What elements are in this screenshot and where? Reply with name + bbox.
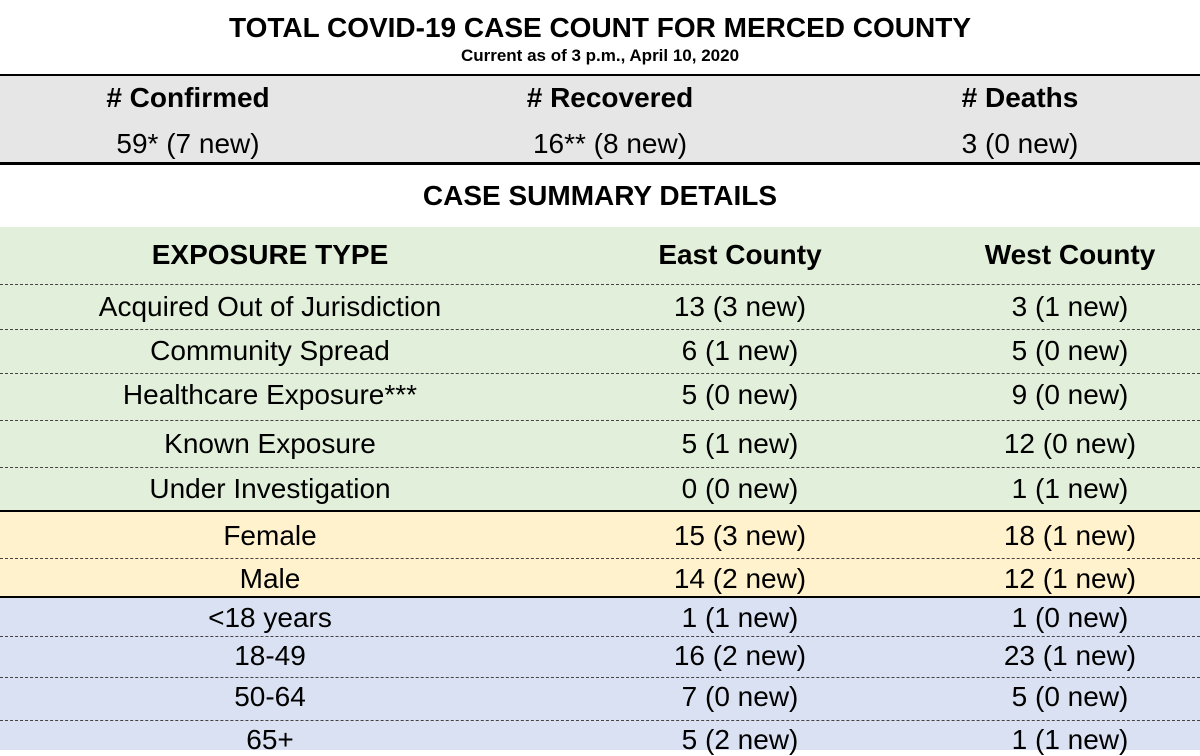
row-divider <box>0 329 1200 330</box>
deaths-value: 3 (0 new) <box>961 128 1079 159</box>
row-divider <box>0 636 1200 637</box>
row-label: Community Spread <box>150 335 390 366</box>
recovered-value: 16** (8 new) <box>532 128 688 159</box>
west-value: 5 (0 new) <box>1011 681 1129 712</box>
row-label: Healthcare Exposure*** <box>122 379 418 410</box>
column-header-west: West County <box>984 239 1156 270</box>
west-value: 12 (1 new) <box>1003 563 1137 594</box>
recovered-label: # Recovered <box>526 82 694 113</box>
row-label: 50-64 <box>234 681 306 712</box>
east-value: 5 (1 new) <box>681 428 799 459</box>
column-header-type: EXPOSURE TYPE <box>151 239 389 270</box>
confirmed-value: 59* (7 new) <box>116 128 260 159</box>
row-label: 18-49 <box>234 640 306 671</box>
age-section: <18 years 1 (1 new) 1 (0 new) 18-49 16 (… <box>0 598 1200 755</box>
row-label: Acquired Out of Jurisdiction <box>98 291 442 322</box>
west-value: 1 (1 new) <box>1011 724 1129 755</box>
title-block: TOTAL COVID-19 CASE COUNT FOR MERCED COU… <box>0 0 1200 74</box>
east-value: 0 (0 new) <box>681 473 799 504</box>
west-value: 5 (0 new) <box>1011 335 1129 366</box>
confirmed-label: # Confirmed <box>106 82 270 113</box>
deaths-label: # Deaths <box>961 82 1079 113</box>
summary-heading: CASE SUMMARY DETAILS <box>0 165 1200 227</box>
exposure-section: EXPOSURE TYPE East County West County Ac… <box>0 227 1200 510</box>
column-header-east: East County <box>658 239 822 270</box>
row-divider <box>0 677 1200 678</box>
row-divider <box>0 420 1200 421</box>
east-value: 16 (2 new) <box>673 640 807 671</box>
east-value: 15 (3 new) <box>673 520 807 551</box>
gender-section: Female 15 (3 new) 18 (1 new) Male 14 (2 … <box>0 510 1200 598</box>
east-value: 13 (3 new) <box>673 291 807 322</box>
east-value: 5 (0 new) <box>681 379 799 410</box>
east-value: 14 (2 new) <box>673 563 807 594</box>
west-value: 18 (1 new) <box>1003 520 1137 551</box>
east-value: 7 (0 new) <box>681 681 799 712</box>
row-label: 65+ <box>246 724 294 755</box>
row-label: Known Exposure <box>164 428 376 459</box>
west-value: 9 (0 new) <box>1011 379 1129 410</box>
row-divider <box>0 467 1200 468</box>
east-value: 6 (1 new) <box>681 335 799 366</box>
row-divider <box>0 373 1200 374</box>
row-divider <box>0 558 1200 559</box>
row-divider <box>0 720 1200 721</box>
page-title: TOTAL COVID-19 CASE COUNT FOR MERCED COU… <box>228 12 972 43</box>
row-label: Under Investigation <box>149 473 391 504</box>
west-value: 1 (1 new) <box>1011 473 1129 504</box>
west-value: 12 (0 new) <box>1003 428 1137 459</box>
east-value: 1 (1 new) <box>681 602 799 633</box>
summary-title: CASE SUMMARY DETAILS <box>422 180 778 211</box>
row-label: Female <box>223 520 317 551</box>
row-label: Male <box>239 563 301 594</box>
totals-panel: # Confirmed # Recovered # Deaths 59* (7 … <box>0 74 1200 165</box>
row-label: <18 years <box>208 602 332 633</box>
west-value: 23 (1 new) <box>1003 640 1137 671</box>
row-divider <box>0 284 1200 285</box>
page-subtitle: Current as of 3 p.m., April 10, 2020 <box>460 46 740 65</box>
east-value: 5 (2 new) <box>681 724 799 755</box>
west-value: 1 (0 new) <box>1011 602 1129 633</box>
west-value: 3 (1 new) <box>1011 291 1129 322</box>
